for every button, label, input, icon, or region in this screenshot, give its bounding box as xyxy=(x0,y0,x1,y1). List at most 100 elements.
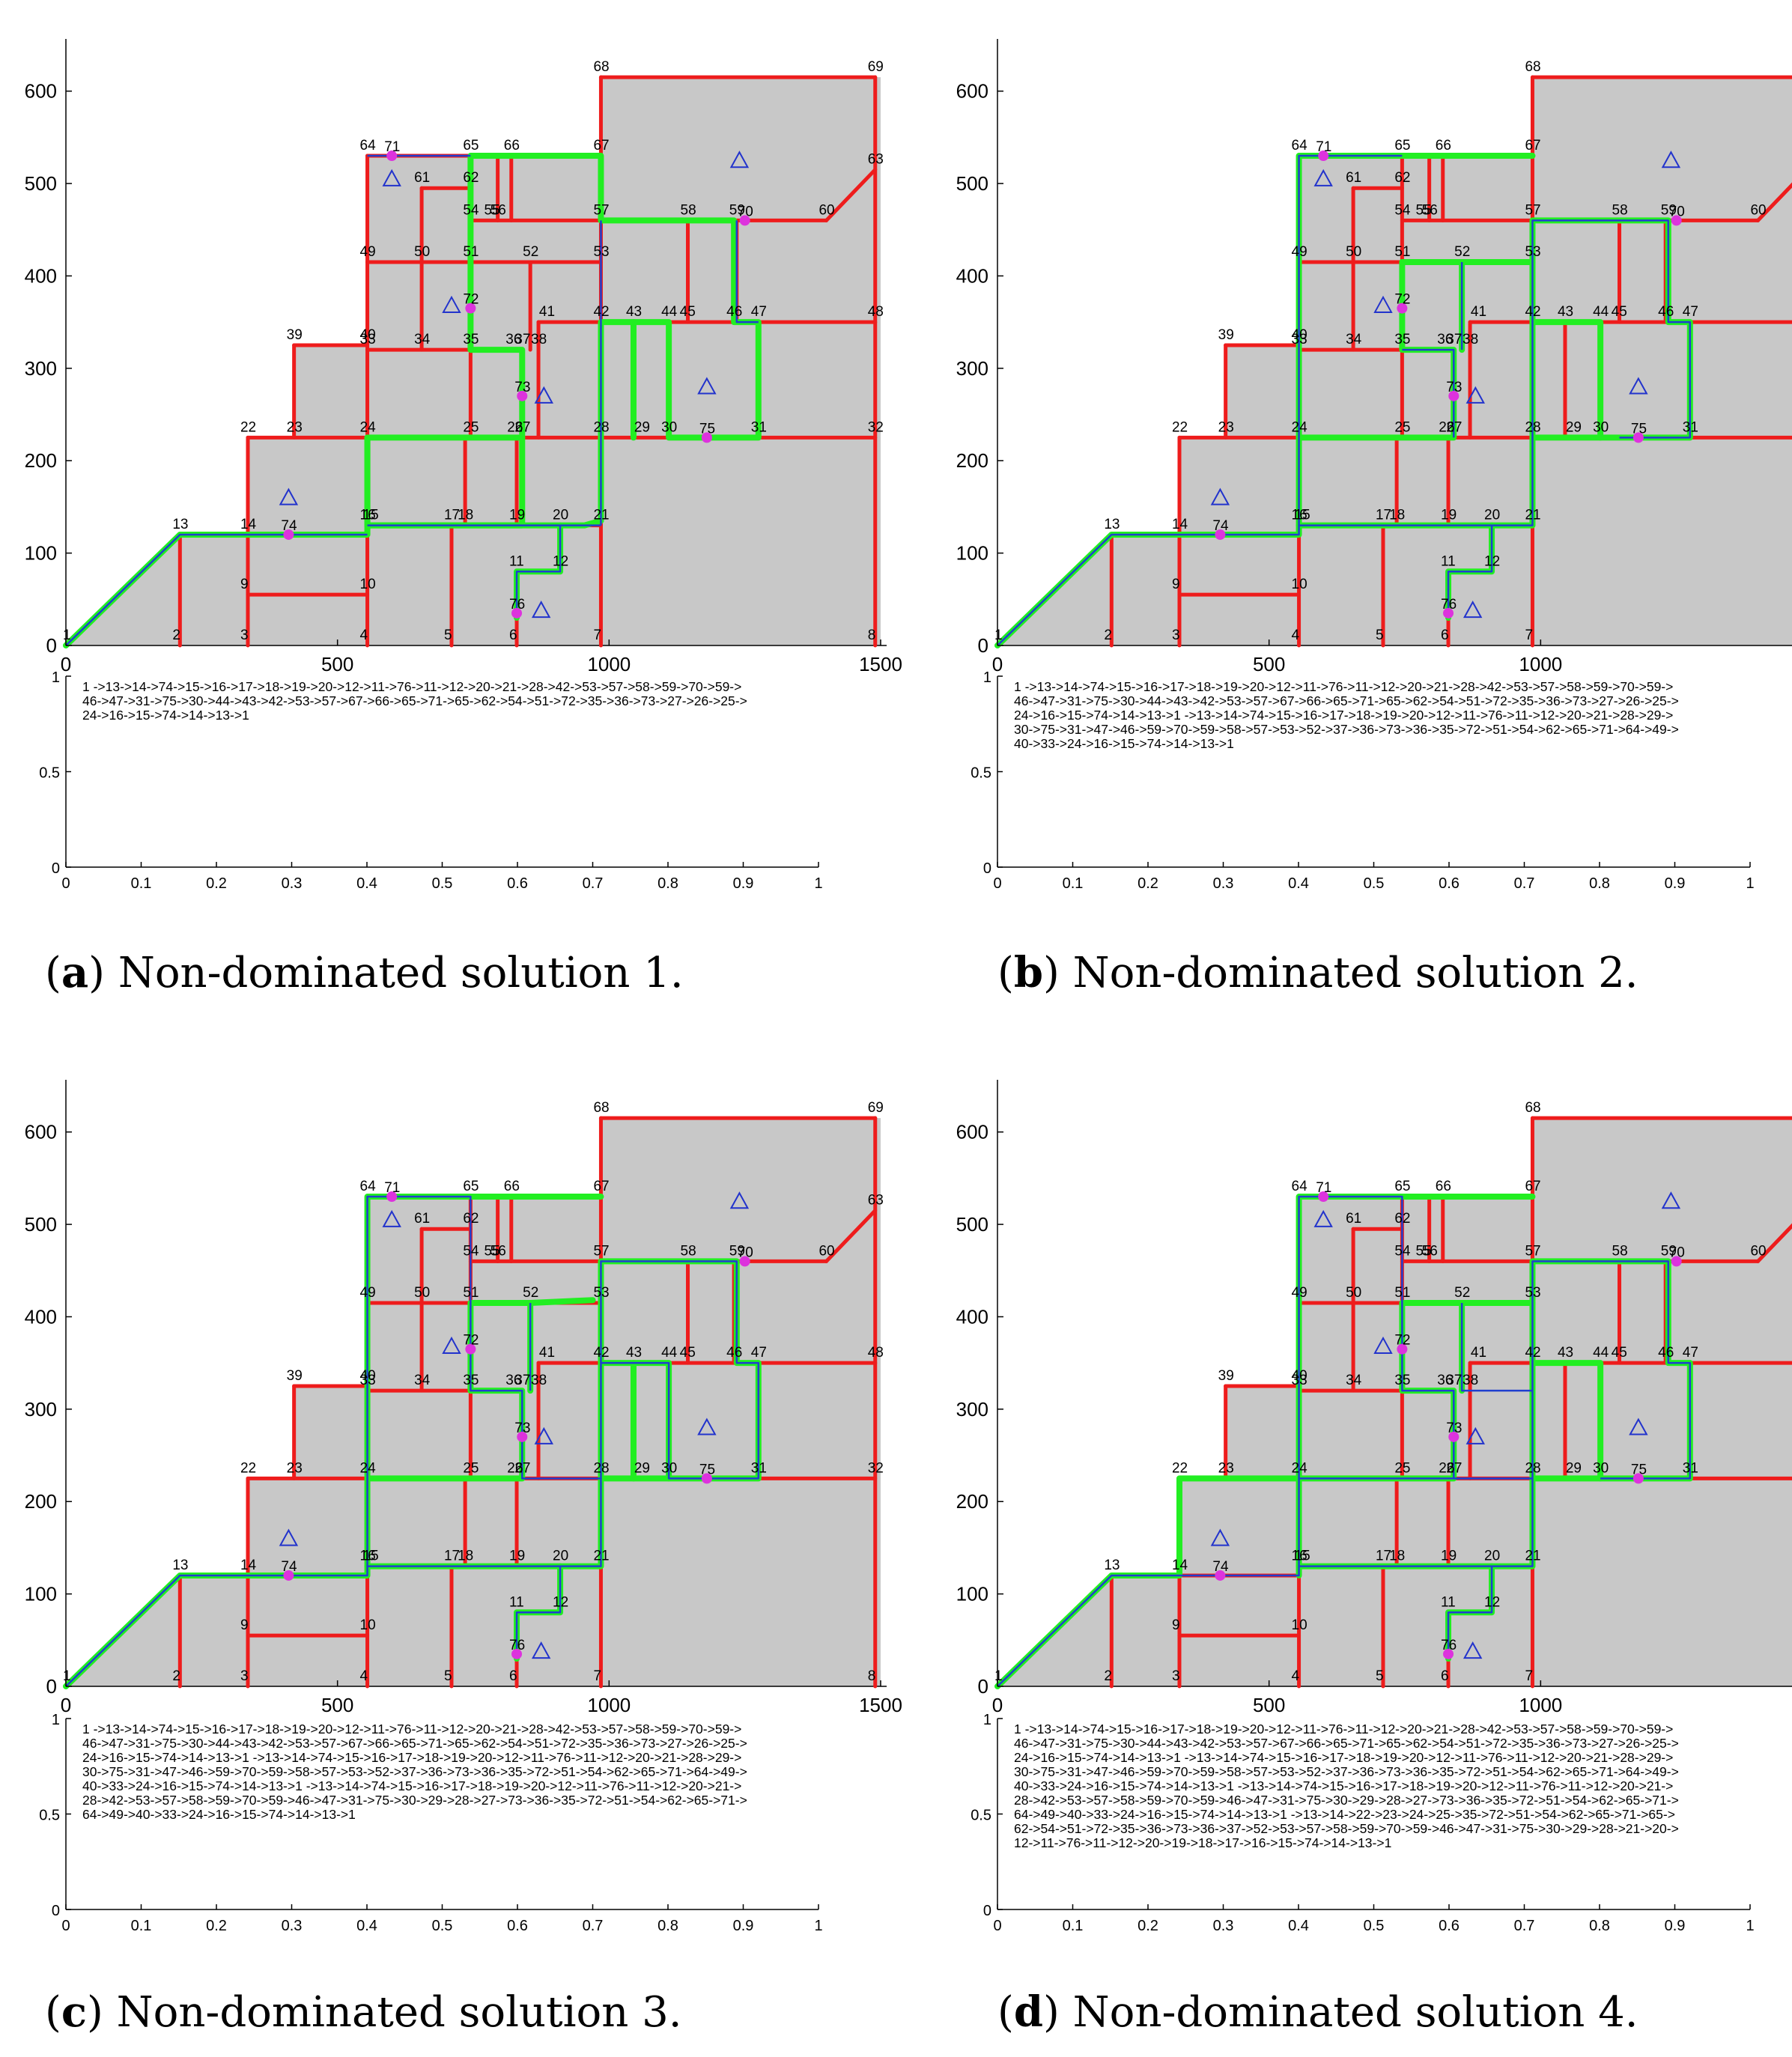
node-label: 51 xyxy=(463,244,479,260)
y-tick-label: 300 xyxy=(25,1398,57,1421)
node-label: 37 xyxy=(1446,1373,1462,1388)
route-blue xyxy=(1447,525,1493,618)
node-label: 52 xyxy=(1454,244,1470,260)
route-blue xyxy=(1460,1302,1533,1392)
node-label: 52 xyxy=(523,1285,538,1301)
sub-x-tick-label: 0.3 xyxy=(1213,1918,1234,1934)
y-tick-label: 300 xyxy=(25,357,57,380)
route-blue xyxy=(1299,1478,1534,1567)
route-green xyxy=(1529,319,1604,441)
y-tick-label: 200 xyxy=(25,449,57,472)
triangle-marker xyxy=(1313,168,1333,186)
node-label: 5 xyxy=(444,1668,452,1684)
node-label: 43 xyxy=(1558,1345,1573,1361)
route-text-line: 28->42->53->57->58->59->70->59->46->47->… xyxy=(1014,1793,1679,1808)
node-label: 42 xyxy=(1525,304,1540,320)
customer-marker xyxy=(465,1343,476,1355)
sub-x-tick-label: 0.2 xyxy=(1138,1918,1158,1934)
node-label: 57 xyxy=(593,1243,609,1259)
caption-c: (c) Non-dominated solution 3. xyxy=(45,1987,682,2037)
sub-y-tick-label: 0.5 xyxy=(971,1808,991,1824)
node-label: 33 xyxy=(1292,1373,1307,1388)
panel-d: 7475767372717023456789101112131416171819… xyxy=(956,1080,1792,1934)
y-tick-label: 100 xyxy=(25,1583,57,1605)
y-tick-label: 600 xyxy=(25,1121,57,1143)
node-label: 68 xyxy=(593,1100,609,1116)
node-label: 4 xyxy=(360,1668,368,1684)
node-label: 45 xyxy=(680,304,696,320)
customer-marker xyxy=(386,151,398,162)
node-label: 62 xyxy=(463,1211,479,1227)
route-text-line: 30->75->31->47->46->59->70->59->58->57->… xyxy=(1014,722,1679,737)
triangle-marker xyxy=(531,1641,551,1659)
sub-x-tick-label: 0.9 xyxy=(1665,1918,1686,1934)
node-label: 51 xyxy=(1394,1285,1410,1301)
node-label: 68 xyxy=(593,59,609,75)
node-label: 62 xyxy=(463,170,479,186)
node-label: 73 xyxy=(514,1421,530,1436)
node-label: 7 xyxy=(593,1668,601,1684)
sub-x-tick-label: 1 xyxy=(814,1918,822,1934)
node-label: 4 xyxy=(1292,1668,1300,1684)
node-label: 36 xyxy=(1437,332,1453,347)
node-label: 42 xyxy=(593,304,609,320)
node-label: 35 xyxy=(463,332,479,347)
sub-x-tick-label: 0 xyxy=(61,1918,70,1934)
panel-b: 7475767372717023456789101112131416171819… xyxy=(956,39,1792,892)
node-label: 54 xyxy=(1394,202,1411,218)
route-text-line: 40->33->24->16->15->74->14->13->1 ->13->… xyxy=(1014,1778,1673,1793)
node-label: 68 xyxy=(1525,1100,1540,1116)
node-label: 45 xyxy=(680,1345,696,1361)
svg-text:(d) Non-dominated solution 4.: (d) Non-dominated solution 4. xyxy=(997,1987,1638,2037)
node-label: 13 xyxy=(1104,517,1120,532)
node-label: 1 xyxy=(994,1668,1003,1684)
node-label: 49 xyxy=(1292,1285,1307,1301)
node-label: 72 xyxy=(463,1333,479,1349)
y-tick-label: 400 xyxy=(956,264,988,287)
svg-text:(c) Non-dominated solution 3.: (c) Non-dominated solution 3. xyxy=(45,1987,682,2037)
node-label: 70 xyxy=(738,204,753,219)
network-edge xyxy=(1755,182,1792,222)
node-label: 59 xyxy=(1661,202,1677,218)
node-label: 6 xyxy=(509,628,517,643)
node-label: 76 xyxy=(1441,597,1457,613)
sub-x-tick-label: 0.1 xyxy=(1063,1918,1084,1934)
sub-x-tick-label: 0.8 xyxy=(657,875,678,892)
triangle-marker xyxy=(1629,1418,1648,1435)
customer-marker xyxy=(1443,1648,1454,1659)
node-label: 27 xyxy=(1446,419,1462,435)
node-label: 38 xyxy=(531,332,547,347)
route-text-line: 12->11->76->11->12->20->19->18->17->16->… xyxy=(1014,1835,1391,1850)
node-label: 46 xyxy=(726,304,742,320)
route-blue xyxy=(1447,1566,1493,1659)
triangle-marker xyxy=(534,386,553,404)
node-label: 54 xyxy=(1394,1243,1411,1259)
node-label: 40 xyxy=(360,1368,376,1384)
node-label: 39 xyxy=(287,327,303,343)
node-label: 50 xyxy=(414,244,430,260)
node-label: 57 xyxy=(1525,1243,1540,1259)
node-label: 41 xyxy=(539,1345,555,1361)
node-label: 74 xyxy=(281,518,297,534)
triangle-marker xyxy=(442,1336,461,1354)
node-label: 2 xyxy=(1104,628,1112,643)
y-tick-label: 400 xyxy=(25,1305,57,1328)
triangle-marker xyxy=(1373,295,1393,313)
y-tick-label: 200 xyxy=(25,1490,57,1513)
triangle-marker xyxy=(1373,1336,1393,1354)
customer-marker xyxy=(1215,529,1226,540)
node-label: 48 xyxy=(868,1345,884,1361)
node-label: 75 xyxy=(1631,1462,1647,1477)
sub-y-tick-label: 0.5 xyxy=(39,1808,60,1824)
node-label: 31 xyxy=(751,419,767,435)
route-text-line: 40->33->24->16->15->74->14->13->1 xyxy=(1014,736,1234,751)
y-tick-label: 400 xyxy=(956,1305,988,1328)
node-label: 15 xyxy=(1295,1549,1310,1564)
node-label: 20 xyxy=(1484,508,1500,523)
customer-marker xyxy=(1397,1343,1408,1355)
node-label: 9 xyxy=(1172,577,1180,592)
triangle-marker xyxy=(1210,487,1230,505)
node-label: 51 xyxy=(463,1285,479,1301)
route-text-line: 46->47->31->75->30->44->43->42->53->57->… xyxy=(1014,1736,1679,1751)
